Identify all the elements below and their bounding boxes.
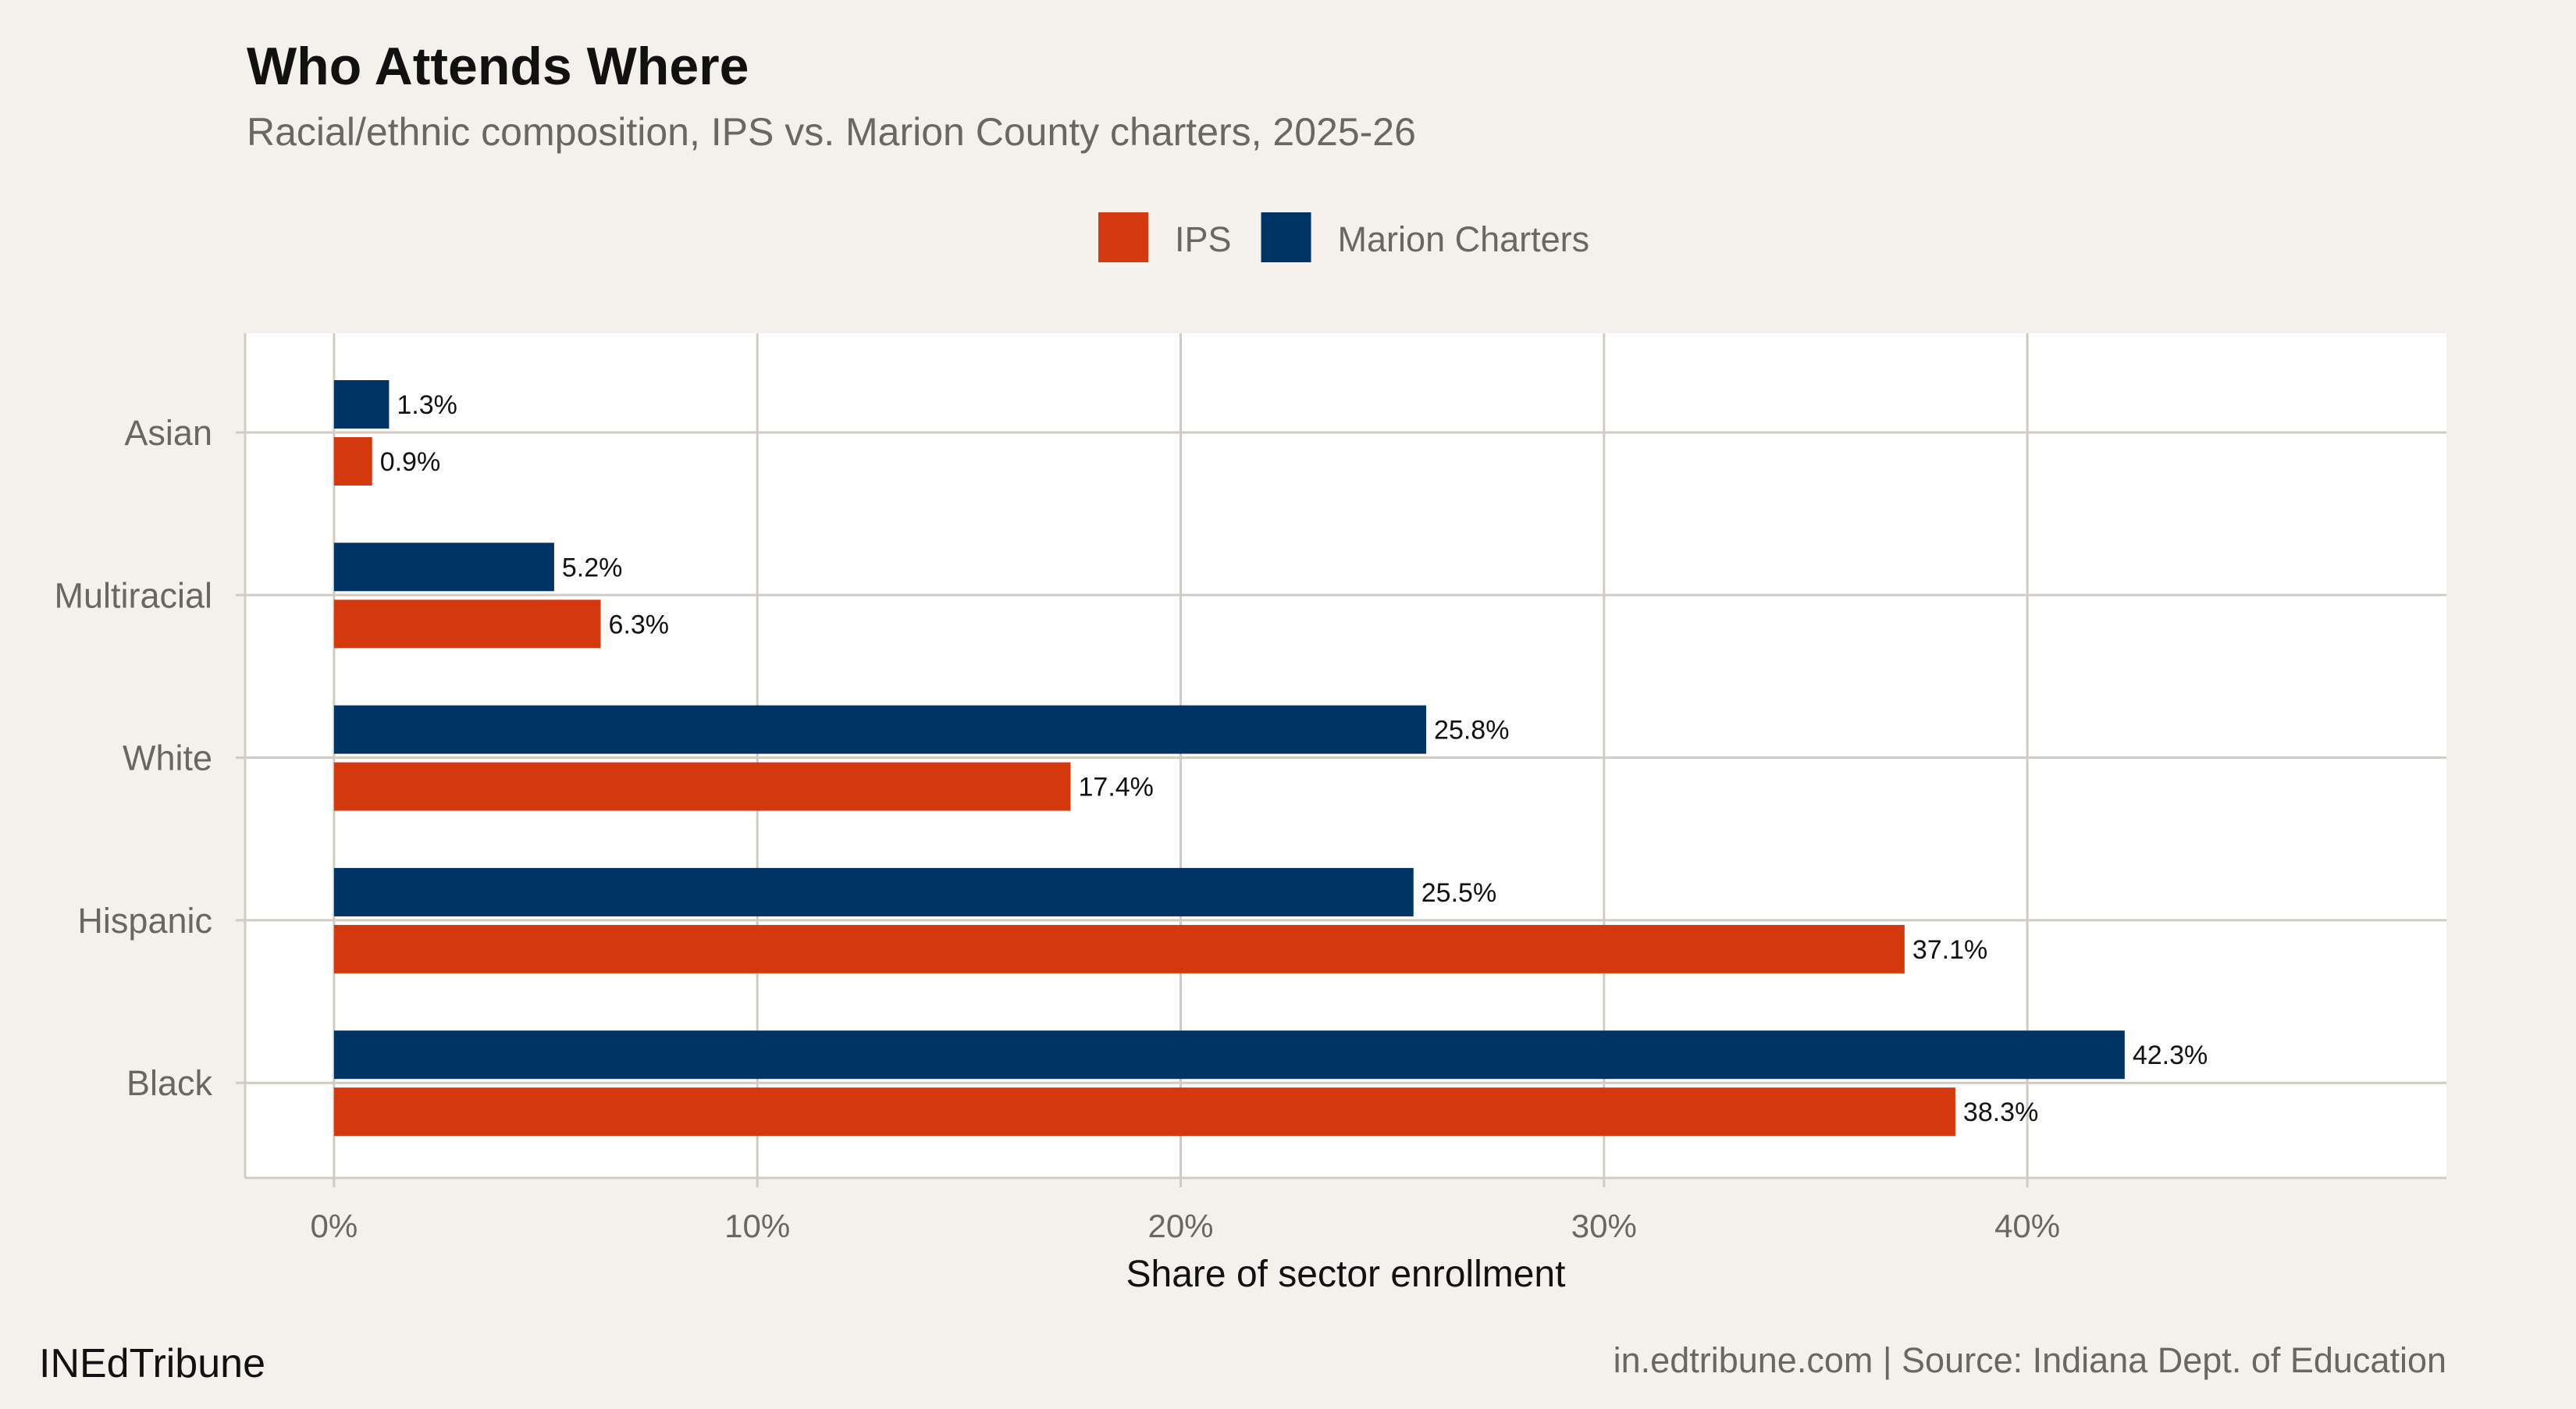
legend-label-ips: IPS [1175,219,1232,259]
x-tick-label: 0% [311,1208,358,1244]
legend-swatch-ips [1098,212,1148,262]
data-label-ips: 0.9% [380,447,441,477]
data-label-marion-charters: 1.3% [397,390,457,420]
bar-ips [333,600,601,649]
bar-ips [333,1087,1955,1137]
bar-ips [333,762,1071,811]
legend: IPS Marion Charters [1098,212,1589,262]
y-tick-label: Hispanic [77,901,212,941]
data-label-marion-charters: 25.8% [1434,716,1509,745]
x-tick-label: 10% [724,1208,790,1244]
data-label-marion-charters: 42.3% [2133,1041,2208,1070]
x-axis-title: Share of sector enrollment [1126,1254,1566,1295]
data-label-ips: 37.1% [1912,935,1987,965]
bar-marion-charters [333,1030,2125,1080]
y-tick-label: White [123,738,212,778]
bar-marion-charters [333,543,554,592]
bar-marion-charters [333,705,1427,754]
axis-ticks: 0% 10% 20% 30% 40% Asian Multiracial White Hispa… [54,413,2060,1244]
chart-subtitle: Racial/ethnic composition, IPS vs. Mario… [247,110,1416,154]
data-label-marion-charters: 25.5% [1421,878,1496,908]
y-tick-label: Asian [124,413,212,453]
data-label-marion-charters: 5.2% [562,553,623,582]
y-tick-label: Black [126,1063,213,1103]
x-tick-label: 30% [1571,1208,1637,1244]
bar-ips [333,924,1905,973]
bars: 0.9% 6.3% 17.4% 37.1% 38.3% 1.3% 5.2% 25.8% 25.5… [333,380,2208,1137]
bar-marion-charters [333,867,1414,916]
data-label-ips: 6.3% [609,610,670,639]
data-label-ips: 38.3% [1963,1098,2038,1127]
grid [244,333,2446,1180]
chart-title: Who Attends Where [247,37,749,96]
x-tick-label: 40% [1994,1208,2060,1244]
legend-swatch-marion-charters [1261,212,1311,262]
legend-label-marion-charters: Marion Charters [1338,219,1590,259]
bar-ips [333,437,372,486]
footer-brand: INEdTribune [39,1341,265,1386]
x-tick-label: 20% [1147,1208,1213,1244]
footer-source: in.edtribune.com | Source: Indiana Dept.… [1614,1340,2446,1380]
data-label-ips: 17.4% [1079,773,1154,802]
y-tick-label: Multiracial [54,575,212,615]
bar-marion-charters [333,380,390,429]
